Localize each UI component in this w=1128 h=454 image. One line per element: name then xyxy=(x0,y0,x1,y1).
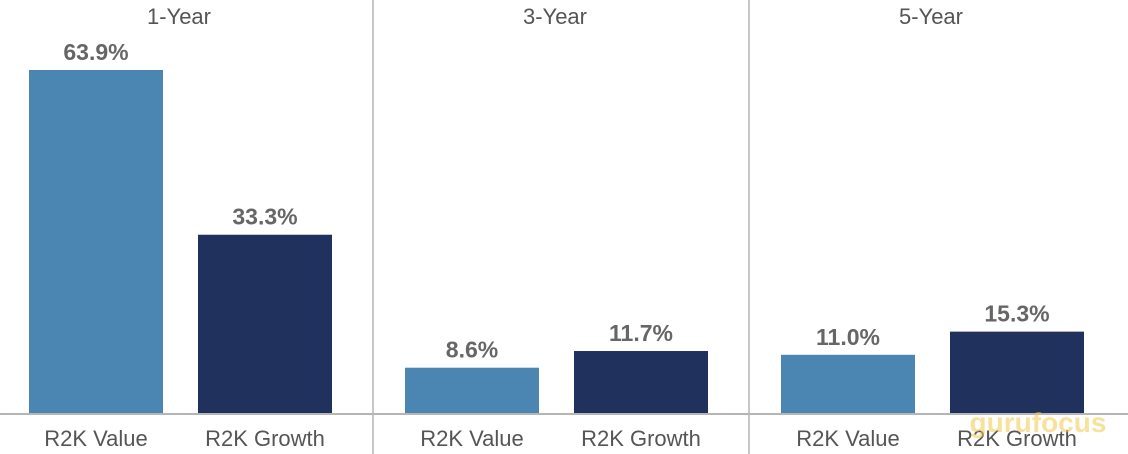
value-label: 8.6% xyxy=(446,337,498,363)
category-label: R2K Growth xyxy=(581,426,701,451)
category-label: R2K Value xyxy=(44,426,148,451)
value-label: 33.3% xyxy=(232,204,297,230)
bar xyxy=(781,354,915,414)
period-title: 5-Year xyxy=(899,4,963,29)
value-label: 63.9% xyxy=(63,39,128,65)
bar xyxy=(405,367,539,414)
period-title: 1-Year xyxy=(147,4,211,29)
period-titles: 1-Year 3-Year 5-Year xyxy=(147,4,963,29)
bars xyxy=(29,70,1084,414)
period-title: 3-Year xyxy=(523,4,587,29)
bar xyxy=(198,234,332,414)
bar xyxy=(29,70,163,414)
category-labels: R2K Value R2K Growth R2K Value R2K Growth R2… xyxy=(44,426,1077,451)
category-label: R2K Value xyxy=(796,426,900,451)
category-label: R2K Growth xyxy=(957,426,1077,451)
category-label: R2K Growth xyxy=(205,426,325,451)
value-label: 15.3% xyxy=(984,301,1049,327)
bar xyxy=(574,351,708,414)
category-label: R2K Value xyxy=(420,426,524,451)
gurufocus-watermark: gurufocus xyxy=(970,407,1107,438)
value-label: 11.7% xyxy=(609,320,673,346)
bar xyxy=(950,331,1084,414)
group-separators xyxy=(372,0,750,454)
value-labels: 63.9% 33.3% 8.6% 11.7% 11.0% 15.3% xyxy=(63,39,1049,363)
value-label: 11.0% xyxy=(816,324,880,350)
